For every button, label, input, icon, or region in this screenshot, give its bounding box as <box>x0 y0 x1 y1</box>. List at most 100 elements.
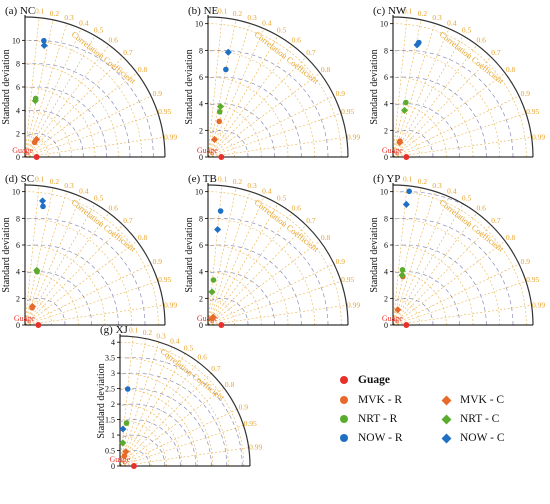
corr-tick-label: 0.95 <box>526 275 539 284</box>
rms-arc <box>26 63 131 158</box>
correlation-ray <box>207 44 293 158</box>
corr-tick-label: 0.3 <box>247 13 257 22</box>
corr-tick-label: 0.6 <box>198 352 208 361</box>
y-tick-label: 6 <box>16 83 20 92</box>
correlation-ray <box>207 72 321 158</box>
correlation-ray <box>392 263 520 326</box>
sd-arc <box>119 388 198 467</box>
corr-tick-label: 0.7 <box>123 216 133 225</box>
correlation-ray <box>24 212 110 326</box>
corr-tick-label: 0.1 <box>35 175 45 184</box>
sd-arc <box>392 191 527 326</box>
y-tick-label: 0 <box>16 153 20 162</box>
legend: Guage MVK - R MVK - C NRT - R NRT - C NO… <box>338 374 538 454</box>
point-now-c <box>119 425 127 433</box>
panel-title: (a) NC <box>5 5 35 17</box>
rms-arc <box>395 244 487 326</box>
y-tick-label: 0 <box>111 462 115 471</box>
outer-arc <box>119 335 251 467</box>
corr-tick-label: 0.4 <box>262 18 272 27</box>
y-tick-label: 2.5 <box>105 385 115 394</box>
point-mvk-r <box>216 118 222 125</box>
point-mvk-c <box>209 313 217 321</box>
sd-arc <box>207 271 262 326</box>
legend-item-now-c: NOW - C <box>440 432 505 444</box>
rms-arc <box>25 271 93 326</box>
legend-item-guage: Guage <box>338 374 390 386</box>
y-tick-label: 8 <box>199 46 203 55</box>
rms-arc <box>210 244 302 326</box>
correlation-ray <box>392 281 527 326</box>
correlation-ray <box>392 136 532 158</box>
y-tick-label: 10 <box>380 20 388 29</box>
y-tick-label: 3 <box>111 369 115 378</box>
corr-tick-label: 0.5 <box>277 194 287 203</box>
y-axis-label: Standard deviation <box>369 49 380 124</box>
panel-title: (e) TB <box>188 173 217 185</box>
legend-label-mvk-r: MVK - R <box>358 394 403 406</box>
correlation-ray <box>207 212 293 326</box>
sd-arc <box>24 218 132 326</box>
corr-tick-label: 0.2 <box>418 177 428 186</box>
rms-arc <box>207 297 249 326</box>
taylor-panel-xj: 0 0.5 1 1.5 2 2.5 3 3.5 4 Standard deviation 0.1 0.… <box>96 324 262 471</box>
guage-reference-point <box>403 322 410 328</box>
y-axis-label: Standard deviation <box>184 217 195 292</box>
corr-tick-label: 0.2 <box>50 9 60 18</box>
y-tick-label: 10 <box>380 188 388 197</box>
correlation-ray <box>207 35 279 158</box>
outer-arc <box>392 184 534 326</box>
panel-title: (d) SC <box>5 173 34 185</box>
y-tick-label: 4 <box>111 338 115 347</box>
corr-tick-label: 0.3 <box>247 181 257 190</box>
correlation-ray <box>24 187 54 326</box>
corr-tick-label: 0.8 <box>506 65 516 74</box>
correlation-ray <box>119 447 249 467</box>
rms-arc <box>395 217 514 326</box>
corr-tick-label: 0.6 <box>109 35 119 44</box>
sd-arc <box>119 450 136 467</box>
y-tick-label: 8 <box>384 214 388 223</box>
rms-arc <box>24 133 61 158</box>
correlation-ray <box>24 185 40 326</box>
y-tick-label: 0 <box>16 321 20 330</box>
corr-tick-label: 0.4 <box>79 186 89 195</box>
correlation-ray <box>207 224 307 326</box>
legend-item-mvk-c: MVK - C <box>440 394 504 406</box>
legend-marker-mvk-r <box>338 394 350 406</box>
point-mvk-c <box>33 135 41 143</box>
rms-arc <box>27 244 119 326</box>
rms-arc <box>120 372 228 467</box>
corr-tick-label: 0.3 <box>64 181 74 190</box>
correlation-ray <box>207 95 335 158</box>
y-tick-label: 4 <box>199 268 203 277</box>
sd-arc <box>392 50 500 158</box>
corr-tick-label: 0.6 <box>477 203 487 212</box>
y-tick-label: 2 <box>16 130 20 139</box>
taylor-panel-tb: 0 2 4 6 8 10 Standard deviation 0.1 0.2 0.3 0.4 0.5… <box>184 173 360 330</box>
corr-tick-label: 0.5 <box>184 343 194 352</box>
taylor-panel-ne: 0 2 4 6 8 10 Standard deviation 0.1 0.2 0.3 0.4 0.5… <box>184 5 360 162</box>
y-axis-label: Standard deviation <box>1 49 12 124</box>
sd-arc <box>392 23 527 158</box>
corr-tick-label: 0.5 <box>462 194 472 203</box>
corr-tick-label: 0.2 <box>233 177 243 186</box>
guage-reference-point <box>130 463 137 469</box>
correlation-ray <box>207 281 342 326</box>
circle-marker-icon <box>340 396 348 404</box>
sd-arc <box>207 23 342 158</box>
y-tick-label: 0 <box>384 321 388 330</box>
sd-arc <box>392 244 474 326</box>
corr-tick-label: 0.4 <box>262 186 272 195</box>
correlation-ray <box>392 212 478 326</box>
point-mvk-c <box>396 138 404 147</box>
corr-axis-title: Correlation Coefficient <box>70 29 139 86</box>
corr-tick-label: 0.7 <box>491 216 501 225</box>
point-now-r <box>41 37 47 44</box>
y-tick-label: 2 <box>384 126 388 135</box>
sd-arc <box>392 130 420 158</box>
panel-title: (g) XJ <box>100 324 129 336</box>
correlation-ray <box>24 224 124 326</box>
point-mvk-c <box>122 448 130 456</box>
circle-marker-icon <box>340 376 348 384</box>
